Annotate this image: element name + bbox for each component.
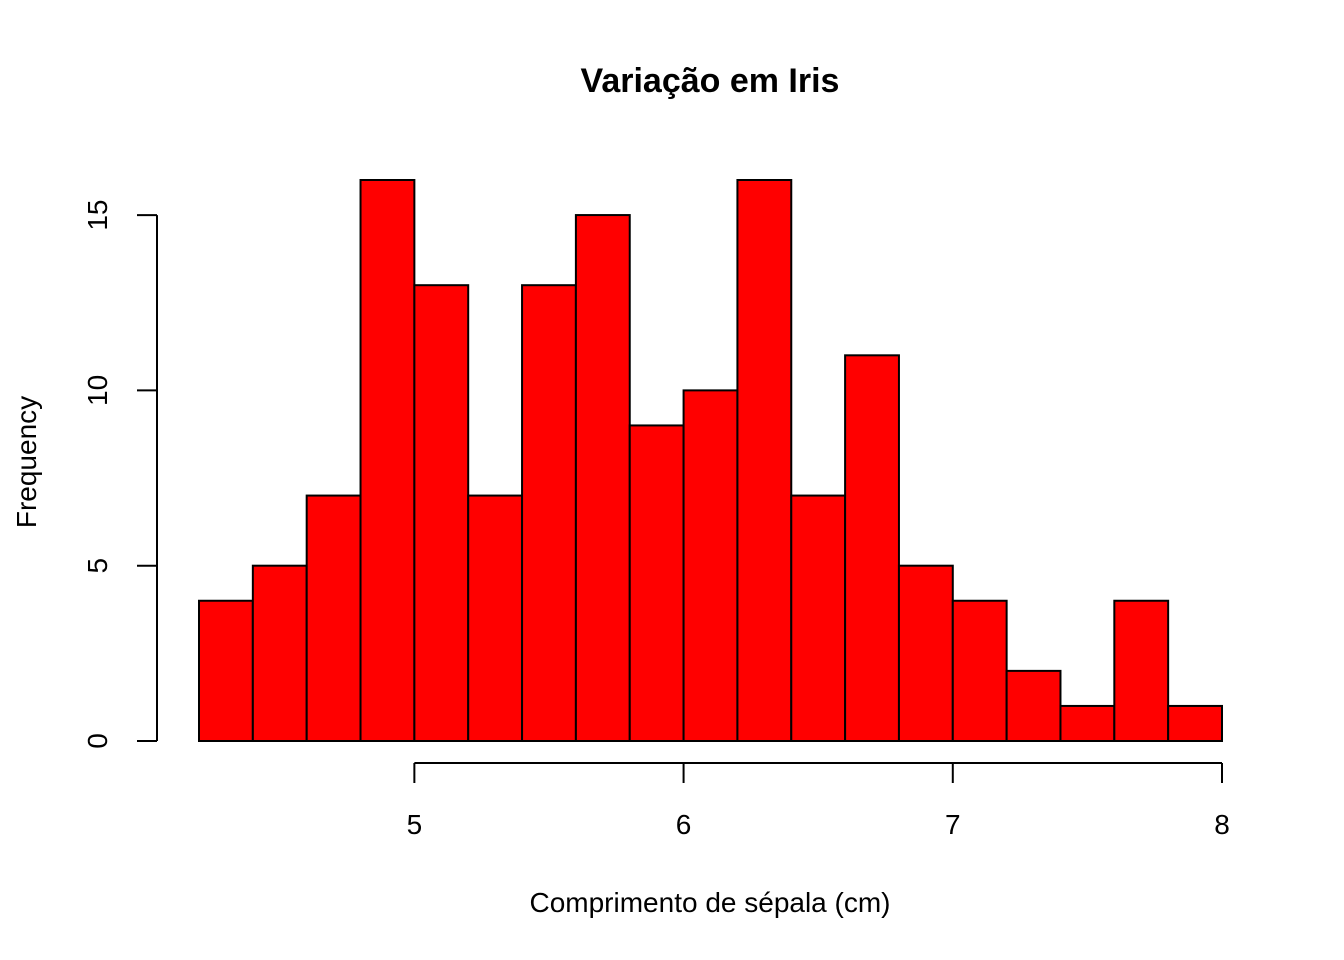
histogram-bar: [198, 599, 254, 742]
y-tick-label: 15: [82, 199, 113, 230]
x-axis-label: Comprimento de sépala (cm): [529, 887, 890, 918]
x-tick-label: 6: [676, 809, 692, 840]
x-tick-label: 7: [945, 809, 961, 840]
y-axis: 0 5 10 15: [82, 199, 158, 749]
histogram-bar: [1059, 704, 1116, 742]
histogram-bar: [736, 179, 793, 742]
histogram-bar: [682, 389, 739, 742]
histogram-bar: [413, 284, 470, 742]
x-axis: 5 6 7 8: [407, 762, 1230, 840]
histogram-bar: [521, 284, 577, 742]
histogram-bar: [790, 494, 847, 742]
histogram-bar: [359, 179, 416, 742]
x-tick-label: 8: [1214, 809, 1230, 840]
histogram-bar: [844, 354, 900, 742]
y-tick-label: 10: [82, 375, 113, 406]
histogram-bar: [1113, 599, 1170, 742]
bars-group: [198, 179, 1223, 742]
chart-title: Variação em Iris: [581, 62, 840, 100]
y-tick-label: 5: [82, 558, 113, 574]
histogram-bar: [305, 494, 362, 742]
y-axis-label: Frequency: [11, 396, 42, 528]
histogram-bar: [897, 564, 954, 742]
histogram-bar: [951, 599, 1008, 742]
histogram-bar: [1005, 669, 1062, 742]
y-tick-label: 0: [82, 733, 113, 749]
x-tick-label: 5: [407, 809, 423, 840]
histogram-bar: [1167, 704, 1223, 742]
histogram-bar: [574, 214, 631, 742]
histogram-bar: [628, 424, 685, 742]
histogram-bar: [251, 564, 308, 742]
histogram-bar: [467, 494, 524, 742]
